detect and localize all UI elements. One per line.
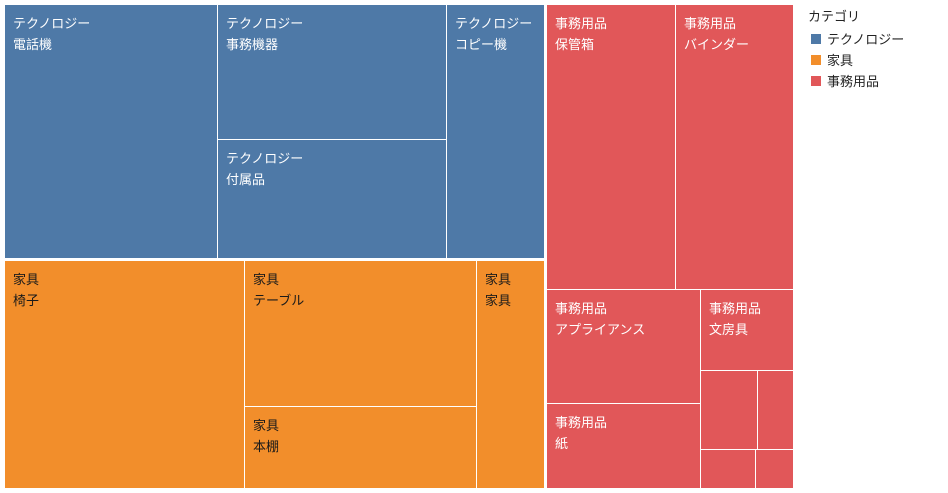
legend: カテゴリ テクノロジー 家具 事務用品 [808, 6, 904, 91]
tile-label: 家具 本棚 [253, 416, 279, 458]
tile-subcategory: 本棚 [253, 440, 280, 455]
treemap-tile-office-supplies-3[interactable]: 事務用品アプライアンス [547, 290, 701, 404]
treemap-tile-technology-2[interactable]: テクノロジー 事務機器 [218, 5, 447, 140]
tile-subcategory: 事務機器 [226, 38, 279, 53]
legend-item-furniture[interactable]: 家具 [808, 49, 904, 70]
tile-subcategory: 保管箱 [555, 38, 595, 53]
tile-category: テクノロジー [455, 17, 533, 32]
legend-label-technology: テクノロジー [827, 33, 905, 48]
treemap-tile-office-supplies-4[interactable]: 事務用品 文房具 [701, 290, 794, 371]
tile-label: 事務用品紙 [555, 413, 607, 455]
tile-category: 事務用品 [684, 17, 737, 32]
tile-subcategory: 紙 [555, 437, 569, 452]
treemap-tile-office-supplies-7[interactable] [758, 371, 794, 450]
tile-category: テクノロジー [226, 152, 304, 167]
tile-label: 事務用品 文房具 [709, 299, 761, 341]
treemap-tile-technology-3[interactable]: テクノロジー 付属品 [218, 140, 447, 259]
tile-category: 家具 [253, 273, 280, 288]
tile-subcategory: 付属品 [226, 173, 266, 188]
tile-label: テクノロジー 事務機器 [226, 14, 303, 56]
treemap-tile-technology-1[interactable]: テクノロジー 電話機 [5, 5, 218, 259]
tile-category: 家具 [253, 419, 280, 434]
tile-category: 家具 [485, 273, 512, 288]
tile-subcategory: 椅子 [13, 294, 40, 309]
tile-category: 事務用品 [709, 302, 762, 317]
treemap-tile-office-supplies-5[interactable]: 事務用品紙 [547, 404, 701, 489]
tile-subcategory: バインダー [684, 38, 750, 53]
treemap-tile-office-supplies-6[interactable] [701, 371, 758, 450]
treemap-tile-office-supplies-8[interactable] [701, 450, 756, 489]
treemap-tile-office-supplies-9[interactable] [756, 450, 794, 489]
tile-label: 事務用品 バインダー [684, 14, 749, 56]
treemap-tile-furniture-3[interactable]: 家具 本棚 [245, 407, 477, 489]
legend-swatch-office-supplies [811, 75, 821, 86]
tile-subcategory: 家具 [485, 294, 512, 309]
treemap-tile-furniture-1[interactable]: 家具 椅子 [5, 261, 245, 489]
legend-title: カテゴリ [808, 10, 861, 25]
tile-label: 家具 椅子 [13, 270, 39, 312]
tile-label: テクノロジー 付属品 [226, 149, 303, 191]
tile-subcategory: テーブル [253, 294, 305, 309]
treemap-tile-office-supplies-1[interactable]: 事務用品 保管箱 [547, 5, 676, 290]
tile-category: 事務用品 [555, 302, 608, 317]
tile-category: テクノロジー [226, 17, 304, 32]
legend-swatch-furniture [811, 54, 821, 65]
tile-subcategory: 電話機 [13, 38, 53, 53]
tile-subcategory: コピー機 [455, 38, 508, 53]
tile-label: 事務用品 保管箱 [555, 14, 607, 56]
legend-label-office-supplies: 事務用品 [827, 75, 880, 90]
treemap-tile-technology-4[interactable]: テクノロジー コピー機 [447, 5, 545, 259]
tile-label: 家具 テーブル [253, 270, 304, 312]
legend-item-office-supplies[interactable]: 事務用品 [808, 70, 904, 91]
tile-category: テクノロジー [13, 17, 91, 32]
legend-item-technology[interactable]: テクノロジー [808, 28, 904, 49]
tile-category: 事務用品 [555, 17, 608, 32]
tile-category: 家具 [13, 273, 40, 288]
tile-label: 事務用品アプライアンス [555, 299, 645, 341]
tile-subcategory: 文房具 [709, 323, 749, 338]
tile-label: テクノロジー 電話機 [13, 14, 90, 56]
tile-label: 家具 家具 [485, 270, 511, 312]
legend-swatch-technology [811, 33, 821, 44]
tile-category: 事務用品 [555, 416, 608, 431]
tile-label: テクノロジー コピー機 [455, 14, 532, 56]
treemap-tile-furniture-4[interactable]: 家具 家具 [477, 261, 545, 489]
tile-subcategory: アプライアンス [555, 323, 646, 338]
treemap-tile-furniture-2[interactable]: 家具 テーブル [245, 261, 477, 407]
treemap-tile-office-supplies-2[interactable]: 事務用品 バインダー [676, 5, 794, 290]
legend-label-furniture: 家具 [827, 54, 854, 69]
